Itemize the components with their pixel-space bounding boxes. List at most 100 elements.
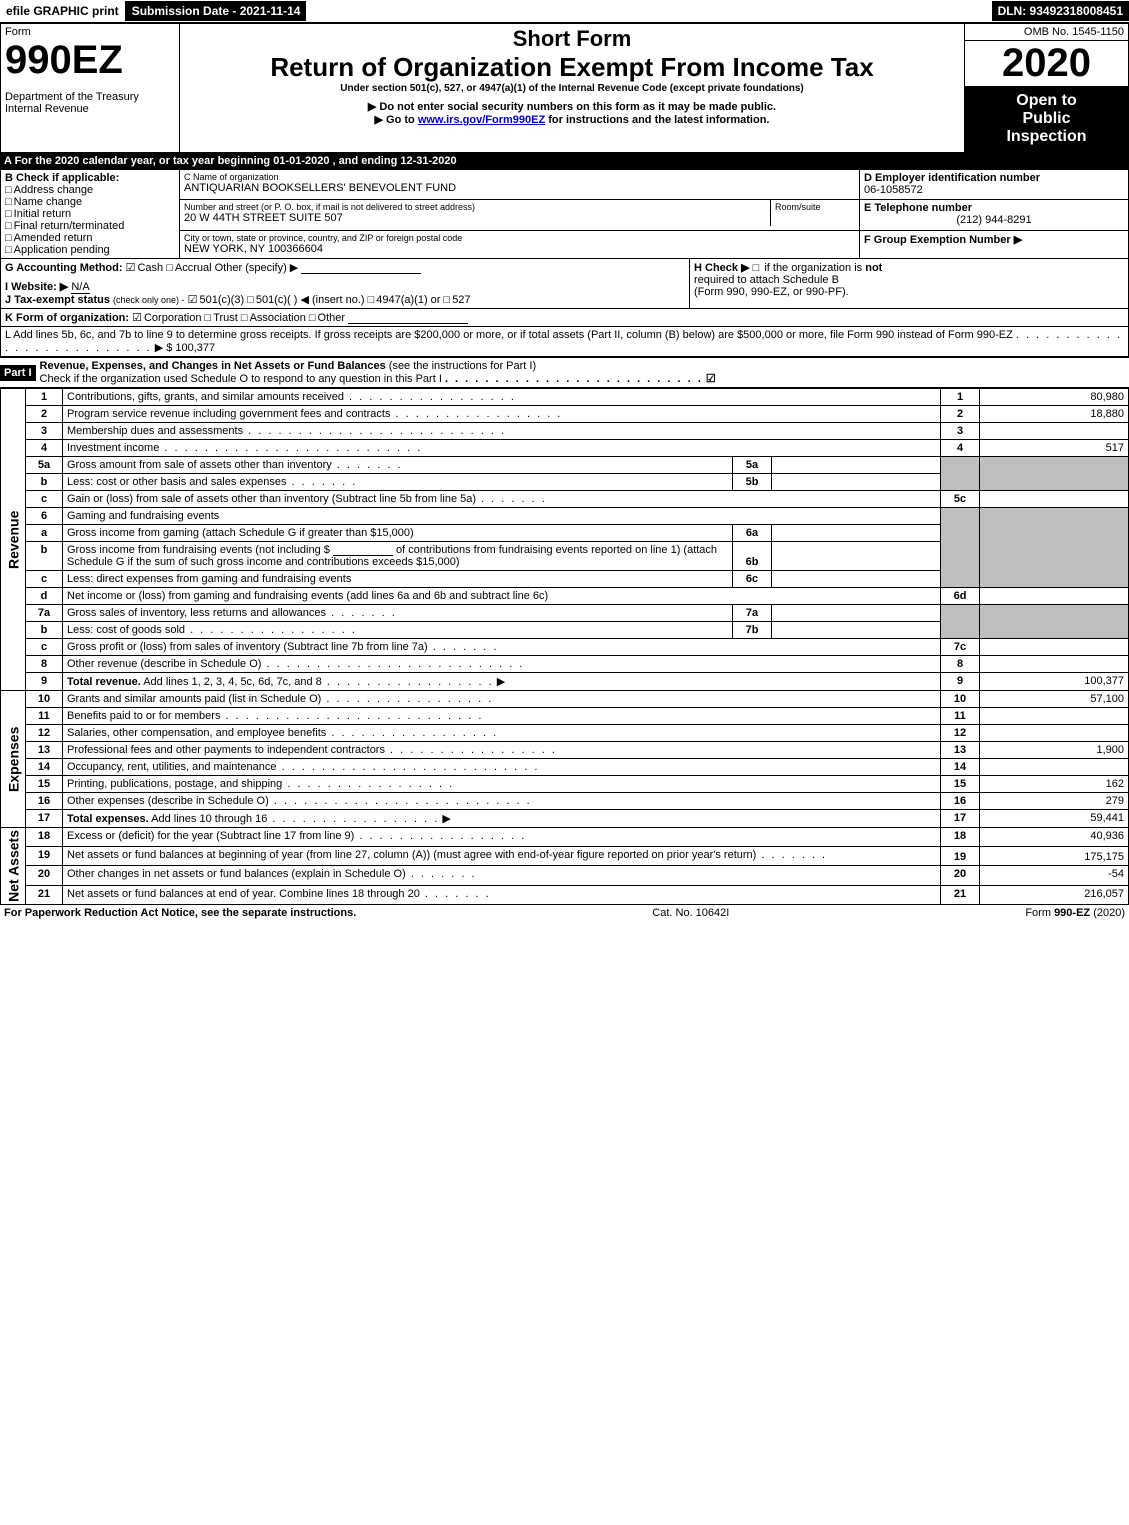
chk-4947[interactable]: 4947(a)(1) or — [368, 294, 441, 306]
line17-box: 17 — [941, 810, 980, 828]
chk-association[interactable]: Association — [241, 312, 306, 324]
footer-right-post: (2020) — [1090, 907, 1125, 919]
line7b-desc: Less: cost of goods sold — [67, 624, 185, 636]
other-specify: Other (specify) ▶ — [215, 262, 299, 274]
line12-desc: Salaries, other compensation, and employ… — [67, 727, 326, 739]
line4-desc: Investment income — [67, 442, 159, 454]
line6a-num: a — [26, 525, 63, 542]
h-label1: H Check ▶ — [694, 262, 750, 274]
chk-sched-b[interactable] — [753, 262, 762, 274]
line20-desc: Other changes in net assets or fund bala… — [67, 868, 406, 880]
h-label3: required to attach Schedule B — [694, 274, 1124, 286]
part1-title: Revenue, Expenses, and Changes in Net As… — [40, 360, 386, 372]
chk-501c[interactable]: 501(c)( ) — [247, 294, 297, 306]
box-e-label: E Telephone number — [864, 202, 1124, 214]
chk-accrual[interactable]: Accrual — [166, 262, 211, 274]
k-label: K Form of organization: — [5, 312, 129, 324]
taxexempt-sub: (check only one) - — [113, 295, 185, 305]
line3-box: 3 — [941, 423, 980, 440]
chk-501c3[interactable]: 501(c)(3) — [188, 294, 245, 306]
chk-name-change[interactable]: Name change — [5, 196, 175, 208]
line5b-desc: Less: cost or other basis and sales expe… — [67, 476, 287, 488]
chk-527[interactable]: 527 — [444, 294, 471, 306]
line19-desc: Net assets or fund balances at beginning… — [67, 849, 756, 861]
line10-num: 10 — [26, 691, 63, 708]
part1-header: Part I Revenue, Expenses, and Changes in… — [0, 357, 1129, 388]
chk-application-pending[interactable]: Application pending — [5, 244, 175, 256]
line-j: J Tax-exempt status (check only one) - 5… — [5, 293, 685, 306]
top-bar: efile GRAPHIC print Submission Date - 20… — [0, 0, 1129, 23]
chk-cash[interactable]: Cash — [126, 262, 164, 274]
org-city: NEW YORK, NY 100366604 — [184, 243, 855, 255]
line16-val: 279 — [980, 793, 1129, 810]
open-line2: Public — [969, 110, 1124, 128]
box-f-label: F Group Exemption Number ▶ — [864, 233, 1124, 246]
line12-box: 12 — [941, 725, 980, 742]
chk-trust[interactable]: Trust — [205, 312, 238, 324]
line19-val: 175,175 — [980, 847, 1129, 866]
other-org-input[interactable] — [348, 312, 468, 324]
under-section: Under section 501(c), 527, or 4947(a)(1)… — [184, 83, 960, 94]
line6d-box: 6d — [941, 588, 980, 605]
part1-label: Part I — [0, 365, 36, 381]
footer-center: Cat. No. 10642I — [652, 907, 729, 919]
part1-check-text: Check if the organization used Schedule … — [40, 373, 442, 385]
line3-num: 3 — [26, 423, 63, 440]
h-label2: if the organization is — [764, 262, 865, 274]
line18-desc: Excess or (deficit) for the year (Subtra… — [67, 830, 354, 842]
period-a: A For the 2020 calendar year, or tax yea… — [0, 153, 1129, 169]
line6-desc: Gaming and fundraising events — [63, 508, 941, 525]
line2-num: 2 — [26, 406, 63, 423]
line7c-num: c — [26, 639, 63, 656]
efile-label[interactable]: efile GRAPHIC print — [0, 1, 126, 21]
box-c-room-label: Room/suite — [775, 202, 855, 212]
line20-val: -54 — [980, 866, 1129, 885]
chk-initial-return[interactable]: Initial return — [5, 208, 175, 220]
line21-val: 216,057 — [980, 885, 1129, 904]
line5c-box: 5c — [941, 491, 980, 508]
line6-num: 6 — [26, 508, 63, 525]
line12-num: 12 — [26, 725, 63, 742]
line6d-val — [980, 588, 1129, 605]
line-k: K Form of organization: Corporation Trus… — [0, 309, 1129, 327]
chk-address-change[interactable]: Address change — [5, 184, 175, 196]
line11-num: 11 — [26, 708, 63, 725]
line17-val: 59,441 — [980, 810, 1129, 828]
dln: DLN: 93492318008451 — [992, 1, 1129, 21]
line6b-desc1: Gross income from fundraising events (no… — [67, 544, 330, 556]
open-line3: Inspection — [969, 128, 1124, 146]
dept-treasury: Department of the Treasury — [5, 91, 175, 103]
chk-other-org[interactable]: Other — [309, 312, 345, 324]
line20-box: 20 — [941, 866, 980, 885]
line15-num: 15 — [26, 776, 63, 793]
line8-desc: Other revenue (describe in Schedule O) — [67, 658, 261, 670]
chk-corporation[interactable]: Corporation — [132, 312, 201, 324]
line1-desc: Contributions, gifts, grants, and simila… — [67, 391, 344, 403]
line18-box: 18 — [941, 828, 980, 847]
chk-schedule-o[interactable] — [706, 373, 718, 385]
line1-num: 1 — [26, 389, 63, 406]
line-l: L Add lines 5b, 6c, and 7b to line 9 to … — [0, 327, 1129, 357]
footer-right: Form 990-EZ (2020) — [1025, 907, 1125, 919]
footer-right-bold: 990-EZ — [1054, 907, 1090, 919]
line16-box: 16 — [941, 793, 980, 810]
line7a-desc: Gross sales of inventory, less returns a… — [67, 607, 326, 619]
line6b-input[interactable] — [333, 544, 393, 556]
goto-post: for instructions and the latest informat… — [545, 114, 769, 126]
org-name: ANTIQUARIAN BOOKSELLERS' BENEVOLENT FUND — [184, 182, 855, 194]
line11-box: 11 — [941, 708, 980, 725]
line3-desc: Membership dues and assessments — [67, 425, 243, 437]
line1-box: 1 — [941, 389, 980, 406]
line7c-desc: Gross profit or (loss) from sales of inv… — [67, 641, 428, 653]
line4-num: 4 — [26, 440, 63, 457]
line21-desc: Net assets or fund balances at end of ye… — [67, 888, 420, 900]
line6d-num: d — [26, 588, 63, 605]
irs-link[interactable]: www.irs.gov/Form990EZ — [418, 114, 545, 126]
netassets-section-label: Net Assets — [1, 828, 26, 905]
chk-amended-return[interactable]: Amended return — [5, 232, 175, 244]
other-input[interactable] — [301, 262, 421, 274]
insert-no: ◀ (insert no.) — [300, 294, 364, 306]
line2-box: 2 — [941, 406, 980, 423]
expenses-section-label: Expenses — [1, 691, 26, 828]
chk-final-return[interactable]: Final return/terminated — [5, 220, 175, 232]
